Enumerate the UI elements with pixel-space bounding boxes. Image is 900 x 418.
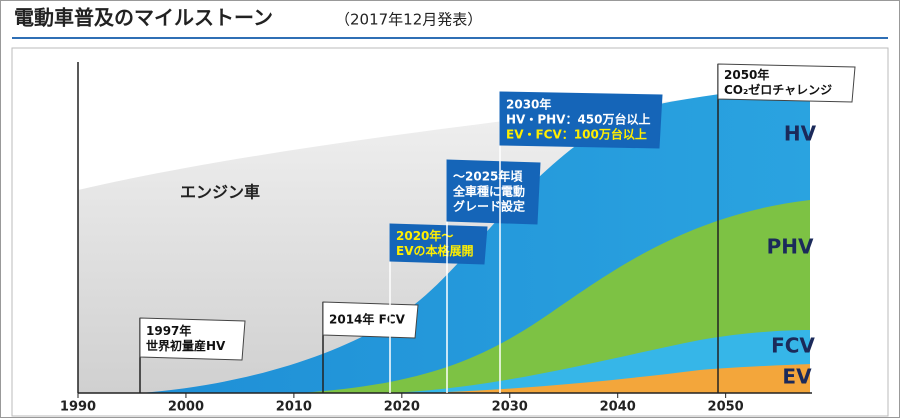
flag-text: 2014年 FCV [329,312,406,327]
flag-text: グレード設定 [453,199,525,214]
area-label: HV [784,122,817,146]
flag [717,63,856,103]
x-tick-label: 2050 [708,400,744,415]
flag-text: HV・PHV：450万台以上 [506,112,651,127]
flag-text: 全車種に電動 [452,184,525,199]
flag-text: EV・FCV：100万台以上 [506,127,647,142]
ev-area [420,364,810,393]
area-label: EV [782,365,812,389]
flag [389,223,488,265]
x-tick-label: 2020 [384,400,420,415]
x-tick-label: 2030 [492,400,528,415]
area-label: PHV [767,235,814,259]
area-label: FCV [771,334,815,358]
flag-text: CO₂ゼロチャレンジ [724,82,832,97]
flag [446,159,541,225]
flag [322,301,419,339]
flag-text: 2050年 [724,67,769,82]
x-tick-label: 2040 [600,400,636,415]
flag [139,317,246,361]
flag-text: ～2025年頃 [453,169,523,184]
flag-text: 1997年 [146,323,191,338]
x-tick-label: 2010 [276,400,312,415]
flag-text: 2020年～ [396,228,453,243]
x-tick-label: 2000 [168,400,204,415]
area-label: エンジン車 [180,183,260,202]
title: 電動車普及のマイルストーン [14,6,273,30]
subtitle: （2017年12月発表） [335,11,482,29]
flag-text: 2030年 [506,97,551,112]
flag-text: EVの本格展開 [396,243,474,258]
x-tick-label: 1990 [60,400,96,415]
flag [499,91,663,149]
flag-text: 世界初量産HV [146,338,226,353]
